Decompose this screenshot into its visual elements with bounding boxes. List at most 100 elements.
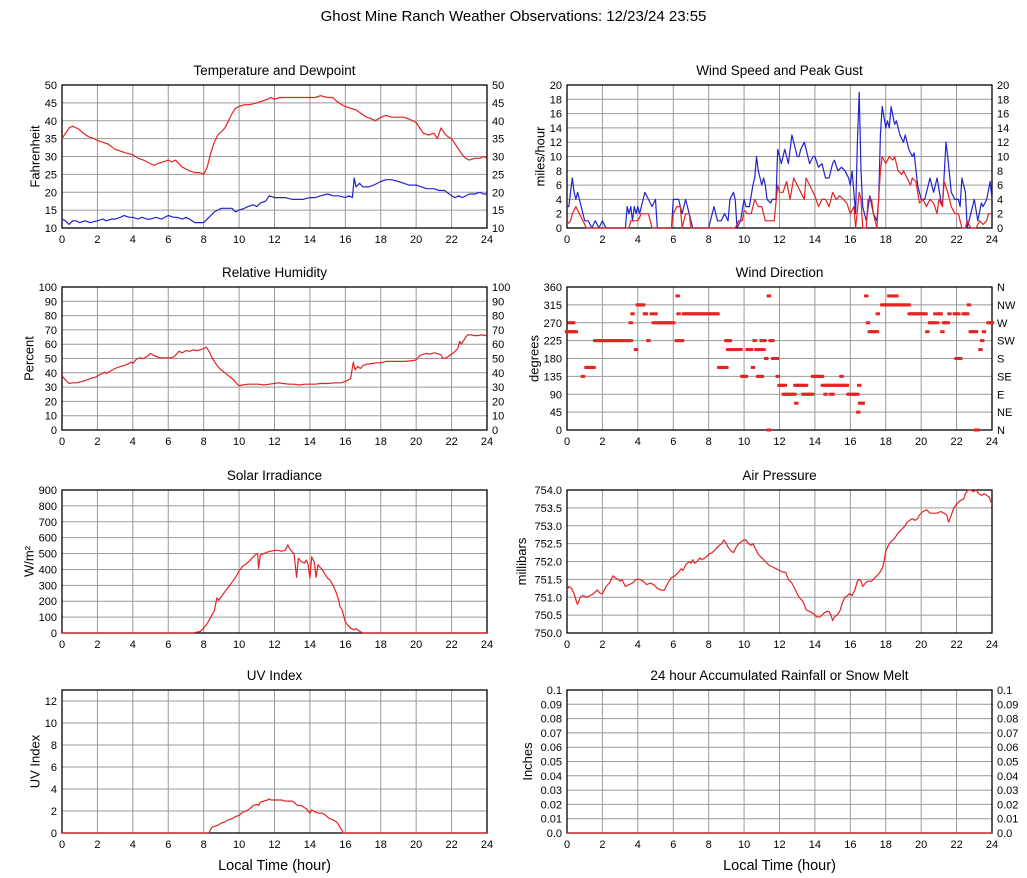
svg-text:4: 4: [997, 194, 1003, 206]
svg-text:20: 20: [410, 436, 422, 448]
svg-text:752.5: 752.5: [534, 539, 562, 551]
svg-text:6: 6: [556, 180, 562, 192]
svg-text:750.5: 750.5: [534, 610, 562, 622]
svg-text:16: 16: [339, 234, 351, 246]
svg-text:0.0: 0.0: [997, 828, 1012, 840]
plot-border: [61, 286, 488, 431]
svg-text:50: 50: [492, 80, 504, 92]
svg-text:12: 12: [773, 234, 785, 246]
svg-text:18: 18: [375, 234, 387, 246]
chart-title: Solar Irradiance: [227, 468, 322, 483]
svg-text:35: 35: [45, 134, 57, 146]
svg-text:45: 45: [492, 98, 504, 110]
svg-text:8: 8: [201, 839, 207, 851]
svg-text:2: 2: [997, 209, 1003, 221]
svg-text:14: 14: [809, 839, 821, 851]
svg-text:0.05: 0.05: [997, 757, 1018, 769]
svg-text:70: 70: [45, 325, 57, 337]
svg-text:0.1: 0.1: [547, 685, 562, 697]
svg-text:24: 24: [986, 234, 998, 246]
svg-text:4: 4: [130, 839, 136, 851]
svg-text:0: 0: [564, 436, 570, 448]
y-axis-label: Percent: [21, 336, 36, 381]
svg-text:8: 8: [706, 234, 712, 246]
gridlines: [567, 690, 992, 833]
svg-text:315: 315: [544, 300, 562, 312]
svg-text:0.06: 0.06: [541, 742, 562, 754]
svg-text:24: 24: [481, 234, 493, 246]
svg-text:16: 16: [339, 639, 351, 651]
svg-text:8: 8: [706, 436, 712, 448]
svg-text:751.0: 751.0: [534, 592, 562, 604]
svg-text:22: 22: [445, 436, 457, 448]
svg-text:12: 12: [268, 436, 280, 448]
svg-text:15: 15: [492, 205, 504, 217]
chart-title: 24 hour Accumulated Rainfall or Snow Mel…: [650, 668, 908, 683]
svg-text:16: 16: [339, 839, 351, 851]
svg-text:35: 35: [492, 134, 504, 146]
svg-text:20: 20: [410, 639, 422, 651]
chart-wind-direction: 0 N 45 NE 90 E 135 SE 180 S 225 SW 270 W 315 NW 360 N 0 2 4 6…: [505, 257, 1027, 459]
svg-text:4: 4: [130, 234, 136, 246]
svg-text:SW: SW: [997, 336, 1015, 348]
series-uv-index: [62, 798, 487, 834]
series-humidity: [61, 333, 488, 387]
svg-text:6: 6: [670, 839, 676, 851]
svg-text:6: 6: [165, 839, 171, 851]
series-wind-speed: [566, 155, 992, 229]
gridlines: [567, 490, 992, 633]
tick-labels: 750.0 750.5 751.0 751.5 752.0 752.5 753.0 753.5…: [534, 485, 998, 651]
svg-text:2: 2: [51, 806, 57, 818]
svg-text:10: 10: [997, 152, 1009, 164]
svg-text:14: 14: [550, 123, 562, 135]
svg-text:8: 8: [201, 639, 207, 651]
svg-text:2: 2: [599, 234, 605, 246]
svg-text:16: 16: [550, 109, 562, 121]
svg-text:754.0: 754.0: [534, 485, 562, 497]
svg-text:15: 15: [45, 205, 57, 217]
svg-text:4: 4: [130, 436, 136, 448]
svg-text:60: 60: [492, 339, 504, 351]
svg-text:60: 60: [45, 339, 57, 351]
svg-text:80: 80: [45, 311, 57, 323]
svg-text:24: 24: [986, 839, 998, 851]
svg-text:2: 2: [599, 436, 605, 448]
svg-text:N: N: [997, 282, 1005, 294]
svg-text:0.03: 0.03: [997, 785, 1018, 797]
svg-text:12: 12: [268, 839, 280, 851]
svg-text:0.01: 0.01: [997, 814, 1018, 826]
svg-text:0.04: 0.04: [541, 771, 562, 783]
svg-text:30: 30: [492, 152, 504, 164]
y-axis-label: UV Index: [28, 734, 43, 788]
svg-text:40: 40: [492, 368, 504, 380]
svg-text:10: 10: [550, 152, 562, 164]
svg-text:4: 4: [130, 639, 136, 651]
svg-text:4: 4: [635, 234, 641, 246]
svg-text:2: 2: [556, 209, 562, 221]
svg-text:45: 45: [550, 407, 562, 419]
svg-text:0: 0: [51, 628, 57, 640]
gridlines: [62, 690, 487, 833]
page-title: Ghost Mine Ranch Weather Observations: 1…: [320, 8, 707, 25]
svg-text:70: 70: [492, 325, 504, 337]
svg-text:12: 12: [773, 839, 785, 851]
svg-text:4: 4: [635, 639, 641, 651]
svg-text:0.09: 0.09: [997, 699, 1018, 711]
svg-text:10: 10: [492, 223, 504, 235]
svg-text:0.08: 0.08: [541, 714, 562, 726]
svg-text:22: 22: [950, 436, 962, 448]
svg-text:6: 6: [165, 234, 171, 246]
svg-text:24: 24: [986, 436, 998, 448]
y-axis-label: degrees: [526, 335, 541, 382]
svg-text:900: 900: [39, 485, 57, 497]
svg-text:0.03: 0.03: [541, 785, 562, 797]
svg-text:14: 14: [997, 123, 1009, 135]
svg-text:0: 0: [59, 234, 65, 246]
chart-title: Wind Direction: [736, 265, 824, 280]
svg-text:0: 0: [51, 828, 57, 840]
y-axis-label: miles/hour: [533, 126, 548, 187]
